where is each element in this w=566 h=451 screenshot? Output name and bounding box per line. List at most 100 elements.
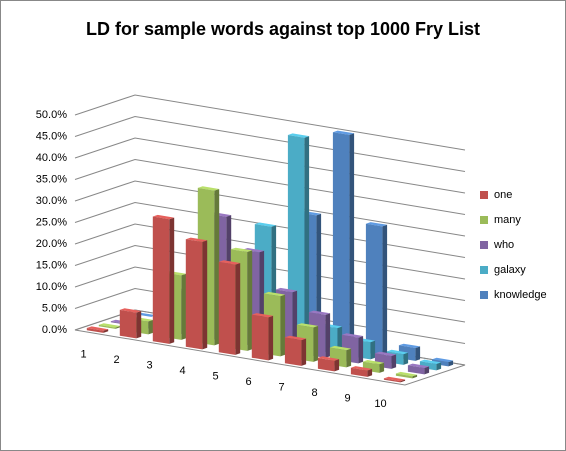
bar-side (370, 340, 376, 360)
grid-line (74, 266, 466, 323)
bar-side (313, 325, 319, 362)
bar-top (119, 308, 142, 313)
legend-label: knowledge (494, 289, 547, 301)
bar-side (169, 217, 175, 344)
y-tick-label: 45.0% (36, 130, 67, 142)
bar-top (218, 260, 241, 265)
grid-line (74, 244, 466, 301)
y-tick-label: 40.0% (36, 152, 67, 164)
bar-side (103, 329, 109, 333)
bar-top (332, 130, 355, 135)
bar (365, 223, 383, 356)
x-tick-label: 10 (374, 398, 386, 410)
y-tick-label: 50.0% (36, 109, 67, 121)
bar-top (308, 310, 331, 315)
bar (86, 328, 104, 333)
grid-line (74, 137, 466, 194)
bar-side (382, 224, 388, 356)
bar-side (412, 374, 418, 379)
bar-top (284, 335, 307, 341)
bar-top (341, 333, 364, 338)
bar-side (280, 294, 286, 357)
x-tick-label: 4 (179, 365, 185, 377)
x-tick-label: 2 (113, 354, 119, 366)
bar-top (350, 366, 373, 371)
bar-side (367, 368, 373, 377)
bar-side (268, 315, 274, 361)
legend-swatch (480, 216, 488, 224)
floor (74, 309, 466, 386)
bar-top (263, 291, 286, 297)
bar (185, 239, 203, 350)
bar-side (415, 346, 421, 361)
bar (407, 365, 425, 375)
bar (395, 373, 413, 379)
bar-top (395, 371, 418, 377)
bar-top (419, 359, 442, 364)
legend-label: galaxy (494, 264, 526, 276)
legend-swatch (480, 191, 488, 199)
bar-side (148, 319, 154, 335)
bar (251, 314, 269, 361)
bar-top (287, 133, 310, 138)
grid-line (74, 287, 466, 344)
bar-side (304, 136, 310, 349)
grid-line (74, 223, 466, 280)
bar (383, 378, 401, 383)
x-tick-label: 9 (344, 393, 350, 405)
bar-top (329, 345, 352, 351)
bar-top (296, 323, 319, 328)
grid-line (74, 115, 466, 172)
bar-side (247, 250, 253, 351)
chart-title: LD for sample words against top 1000 Fry… (86, 19, 480, 39)
y-tick-label: 30.0% (36, 195, 67, 207)
bar-side (424, 366, 430, 375)
y-tick-label: 35.0% (36, 173, 67, 185)
bar-side (334, 359, 340, 372)
bar (317, 357, 335, 372)
bar-side (181, 273, 187, 340)
grid-line (74, 158, 466, 215)
bar-side (346, 348, 352, 368)
x-tick-label: 6 (245, 376, 251, 388)
bar-top (86, 326, 109, 331)
bar-top (365, 222, 388, 227)
bar-top (197, 186, 220, 191)
bar-top (374, 351, 397, 356)
bar-top (185, 237, 208, 242)
x-tick-label: 5 (212, 371, 218, 383)
bar-top (398, 343, 421, 348)
bar-side (115, 326, 121, 329)
bar-side (202, 240, 208, 350)
bar-top (383, 376, 406, 382)
y-tick-label: 20.0% (36, 238, 67, 250)
y-tick-label: 10.0% (36, 281, 67, 293)
x-tick-label: 3 (146, 360, 152, 372)
bar-top (317, 356, 340, 361)
bar-top (407, 363, 430, 368)
bar-top (386, 349, 409, 355)
y-tick-label: 0.0% (42, 324, 67, 336)
bar-side (358, 336, 364, 364)
bar-side (448, 360, 454, 367)
x-tick-label: 8 (311, 387, 317, 399)
bar-top (431, 357, 454, 363)
bar-top (230, 247, 253, 252)
bar (284, 337, 302, 366)
bar-top (98, 323, 121, 328)
bar-side (349, 133, 355, 350)
bar (218, 261, 236, 355)
bar (350, 367, 368, 377)
bar-top (362, 360, 385, 365)
bar (98, 324, 116, 329)
bar-top (242, 248, 265, 253)
legend-label: who (493, 239, 514, 251)
bar-side (403, 352, 409, 365)
bar-side (325, 313, 331, 358)
bar-side (379, 362, 385, 373)
y-tick-label: 15.0% (36, 259, 67, 271)
x-tick-label: 7 (278, 382, 284, 394)
grid-line (74, 180, 466, 237)
bar-side (235, 263, 241, 355)
